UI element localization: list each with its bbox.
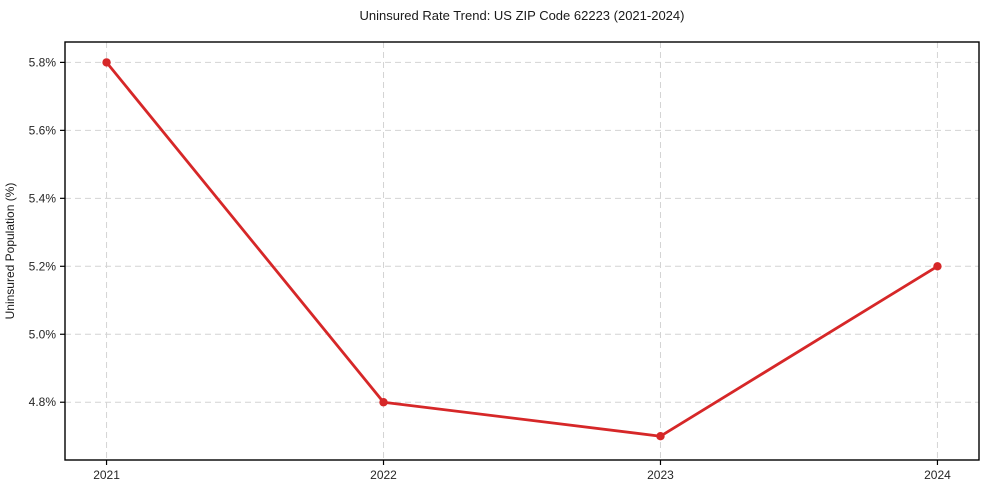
x-tick-label: 2021 (93, 468, 120, 482)
y-tick-label: 5.8% (29, 55, 57, 69)
data-point (656, 432, 665, 441)
y-tick-label: 5.0% (29, 327, 57, 341)
y-tick-label: 4.8% (29, 395, 57, 409)
data-point (933, 262, 942, 271)
y-tick-label: 5.6% (29, 123, 57, 137)
data-points (102, 58, 942, 441)
x-tick-label: 2023 (647, 468, 674, 482)
axis-ticks (60, 61, 939, 465)
y-tick-labels: 4.8% 5.0% 5.2% 5.4% 5.6% 5.8% (29, 55, 57, 409)
y-axis-label: Uninsured Population (%) (3, 183, 17, 320)
y-tick-label: 5.2% (29, 259, 57, 273)
x-tick-labels: 2021 2022 2023 2024 (93, 468, 951, 482)
x-tick-label: 2024 (924, 468, 951, 482)
plot-border (64, 41, 980, 461)
y-tick-label: 5.4% (29, 191, 57, 205)
x-tick-label: 2022 (370, 468, 397, 482)
data-point (379, 398, 388, 407)
trend-line (105, 60, 939, 438)
data-point (102, 58, 111, 67)
chart-title: Uninsured Rate Trend: US ZIP Code 62223 … (360, 8, 685, 23)
